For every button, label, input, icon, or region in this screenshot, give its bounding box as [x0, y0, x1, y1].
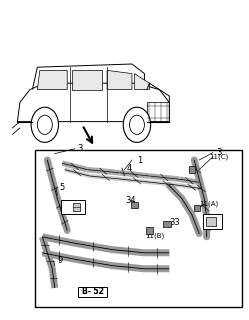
Bar — [189, 166, 195, 173]
Bar — [73, 204, 80, 211]
Polygon shape — [134, 74, 149, 90]
Polygon shape — [107, 70, 132, 90]
Bar — [163, 221, 171, 227]
Bar — [194, 205, 200, 211]
Text: 3: 3 — [77, 144, 82, 153]
Bar — [203, 214, 222, 229]
Bar — [78, 287, 107, 297]
Bar — [35, 150, 242, 307]
Text: 5: 5 — [60, 183, 65, 192]
Polygon shape — [72, 70, 102, 90]
Text: 11(C): 11(C) — [209, 154, 229, 160]
Text: B- 52: B- 52 — [82, 287, 104, 296]
Text: 33: 33 — [169, 218, 180, 227]
Text: 9: 9 — [57, 256, 62, 265]
Text: 11(A): 11(A) — [199, 201, 219, 207]
Text: 34: 34 — [125, 196, 136, 204]
Polygon shape — [37, 70, 67, 90]
Bar — [147, 102, 169, 122]
Bar — [61, 200, 85, 214]
Text: 1: 1 — [137, 156, 142, 164]
Text: 4: 4 — [127, 164, 132, 172]
Bar — [206, 218, 216, 226]
Text: 11(B): 11(B) — [145, 233, 164, 239]
Text: 10: 10 — [64, 204, 75, 212]
Text: B- 52: B- 52 — [82, 287, 104, 296]
Circle shape — [123, 107, 151, 142]
Circle shape — [31, 107, 59, 142]
Text: 18: 18 — [208, 218, 218, 227]
Bar — [131, 202, 138, 208]
Text: 3: 3 — [216, 148, 222, 157]
Bar — [146, 227, 153, 234]
